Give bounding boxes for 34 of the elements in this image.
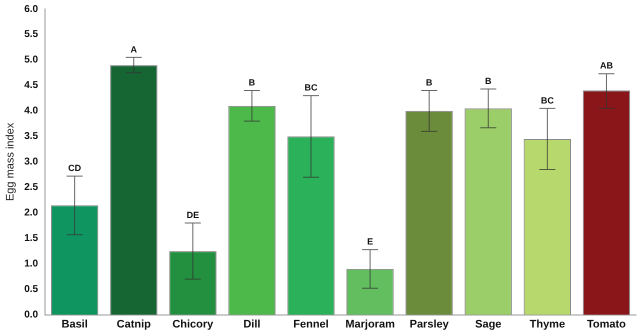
y-tick-label: 3.0 <box>24 156 39 168</box>
y-tick-label: 0.5 <box>24 284 39 296</box>
x-tick-label: Basil <box>62 318 88 330</box>
x-tick-label: Sage <box>475 318 502 330</box>
x-tick-label: Dill <box>243 318 260 330</box>
annotation: AB <box>600 60 614 71</box>
annotation: B <box>426 78 433 88</box>
x-tick-label: Tomato <box>587 318 626 330</box>
y-tick-label: 2.0 <box>24 208 39 219</box>
y-tick-label: 4.5 <box>24 80 39 92</box>
annotation: E <box>367 236 374 247</box>
y-tick-label: 2.5 <box>24 182 39 194</box>
annotation: BC <box>304 82 318 93</box>
y-tick-label: 6.0 <box>24 4 39 15</box>
y-tick-label: 5.0 <box>24 54 39 66</box>
annotation: B <box>485 76 492 86</box>
annotation: B <box>248 78 256 88</box>
x-tick-label: Chicory <box>172 318 214 330</box>
x-tick-label: Marjoram <box>345 318 396 330</box>
y-tick-label: 5.5 <box>24 29 39 40</box>
x-tick-label: Parsley <box>410 318 450 330</box>
y-tick-label: 4.0 <box>24 106 39 117</box>
annotation: CD <box>68 163 82 174</box>
annotation: A <box>130 44 138 54</box>
x-tick-label: Catnip <box>116 318 152 330</box>
x-tick-label: Thyme <box>530 318 566 330</box>
annotation: BC <box>540 95 554 106</box>
y-axis-title: Egg mass index <box>4 122 17 202</box>
y-tick-label: 1.0 <box>24 258 39 270</box>
y-tick-label: 1.5 <box>24 233 39 244</box>
x-tick-label: Fennel <box>293 318 329 330</box>
y-tick-label: 3.5 <box>24 131 39 142</box>
y-tick-label: 0.0 <box>24 310 39 321</box>
annotation: DE <box>186 210 200 220</box>
